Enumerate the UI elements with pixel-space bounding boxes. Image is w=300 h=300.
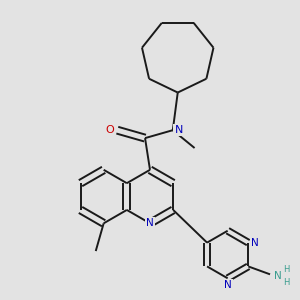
Text: N: N xyxy=(251,238,259,248)
Text: N: N xyxy=(175,125,183,135)
Text: N: N xyxy=(274,271,282,281)
Text: O: O xyxy=(105,125,114,135)
Text: N: N xyxy=(224,280,232,290)
Text: H: H xyxy=(283,265,289,274)
Text: H: H xyxy=(283,278,289,287)
Text: N: N xyxy=(146,218,154,228)
